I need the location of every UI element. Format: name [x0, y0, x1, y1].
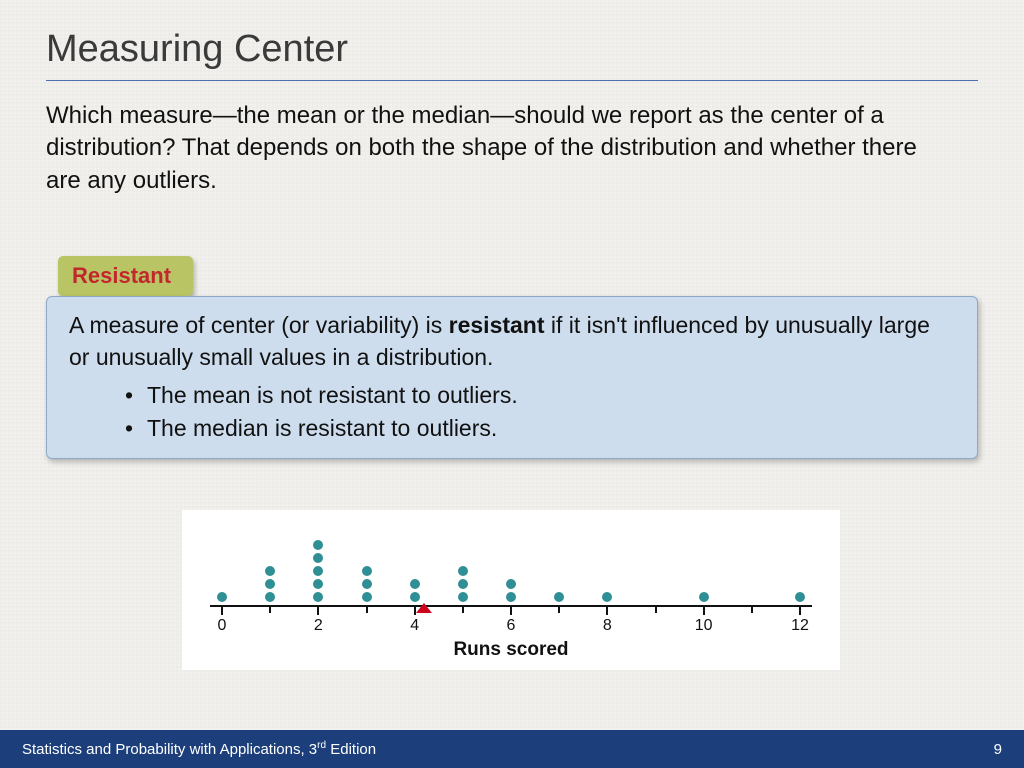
dotplot-dot	[313, 540, 323, 550]
axis-tick-label: 12	[791, 617, 809, 635]
dotplot-dot	[699, 592, 709, 602]
dotplot-dot	[265, 592, 275, 602]
dotplot-dot	[313, 553, 323, 563]
axis-minor-tick	[751, 605, 753, 613]
dotplot-dot	[313, 592, 323, 602]
intro-paragraph: Which measure—the mean or the median—sho…	[46, 100, 946, 197]
dotplot-dot	[313, 579, 323, 589]
axis-tick-label: 4	[410, 617, 419, 635]
dotplot-dot	[458, 566, 468, 576]
page-title: Measuring Center	[46, 28, 348, 71]
callout-body-bold: resistant	[449, 312, 545, 338]
callout-bullet: The median is resistant to outliers.	[69, 412, 955, 444]
footer-text-sup: rd	[317, 740, 326, 751]
footer-bar: Statistics and Probability with Applicat…	[0, 730, 1024, 768]
dotplot-dot	[795, 592, 805, 602]
axis-tick	[510, 605, 512, 615]
dotplot-dot	[362, 566, 372, 576]
dotplot-dot	[265, 566, 275, 576]
callout-bullets: The mean is not resistant to outliers. T…	[69, 379, 955, 443]
dotplot-dot	[410, 579, 420, 589]
axis-tick-label: 2	[314, 617, 323, 635]
axis-minor-tick	[655, 605, 657, 613]
dotplot-dot	[410, 592, 420, 602]
callout-box: A measure of center (or variability) is …	[46, 296, 978, 459]
dotplot-dot	[362, 592, 372, 602]
axis-tick	[606, 605, 608, 615]
dotplot-dot	[506, 579, 516, 589]
axis-minor-tick	[462, 605, 464, 613]
axis-tick-label: 6	[507, 617, 516, 635]
footer-text: Statistics and Probability with Applicat…	[22, 740, 376, 758]
axis-tick	[317, 605, 319, 615]
axis-tick-label: 10	[695, 617, 713, 635]
dotplot-dot	[362, 579, 372, 589]
callout-tab: Resistant	[58, 256, 193, 296]
dotplot-dot	[602, 592, 612, 602]
axis-tick	[703, 605, 705, 615]
footer-text-post: Edition	[326, 741, 376, 758]
footer-page-number: 9	[994, 741, 1002, 758]
callout-body-pre: A measure of center (or variability) is	[69, 312, 449, 338]
dotplot-dot	[313, 566, 323, 576]
axis-tick	[221, 605, 223, 615]
dotplot-dot	[265, 579, 275, 589]
callout-bullet: The mean is not resistant to outliers.	[69, 379, 955, 411]
title-rule	[46, 80, 978, 81]
dotplot-dot	[458, 579, 468, 589]
footer-text-pre: Statistics and Probability with Applicat…	[22, 741, 317, 758]
dotplot-dot	[458, 592, 468, 602]
axis-minor-tick	[366, 605, 368, 613]
dotplot-dot	[506, 592, 516, 602]
axis-tick-label: 8	[603, 617, 612, 635]
axis-minor-tick	[558, 605, 560, 613]
mean-marker-icon	[416, 603, 432, 613]
dotplot-dot	[217, 592, 227, 602]
dotplot-dot	[554, 592, 564, 602]
dotplot: 0 2 4 6 8 10 12 Runs scored	[182, 510, 840, 670]
axis-tick	[799, 605, 801, 615]
axis-minor-tick	[269, 605, 271, 613]
axis-xlabel: Runs scored	[182, 639, 840, 661]
axis-tick-label: 0	[218, 617, 227, 635]
